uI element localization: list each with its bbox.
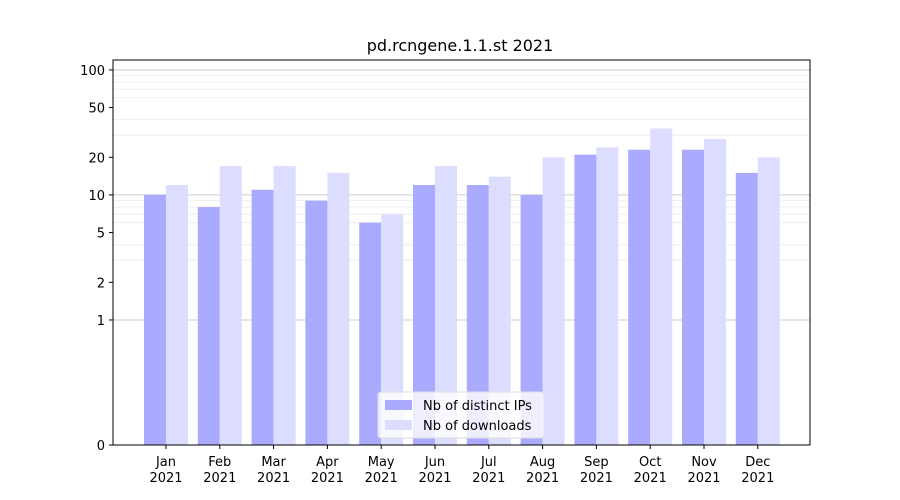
bar-distinct-ips-11 [682,149,704,446]
plot-frame [112,59,811,446]
bar-distinct-ips-10 [628,149,651,446]
legend-swatch [385,420,412,430]
bar-downloads-4 [327,172,350,445]
x-tick-label: May 2021 [365,455,398,486]
bar-downloads-2 [219,166,242,445]
x-tick-label: Jun 2021 [418,455,451,486]
x-tick-label: Oct 2021 [634,455,667,486]
bar-downloads-8 [542,157,565,445]
y-tick-label: 5 [97,227,105,242]
bar-distinct-ips-6 [413,185,435,445]
bar-distinct-ips-8 [520,194,543,445]
bar-downloads-1 [166,185,188,445]
y-tick-label: 20 [88,151,105,166]
x-tick-label: Sep 2021 [580,455,613,486]
x-tick-label: Apr 2021 [311,455,344,486]
legend-box [377,391,545,439]
bar-downloads-11 [704,139,726,445]
bar-downloads-3 [273,166,296,445]
bar-distinct-ips-2 [197,207,220,445]
y-tick-label: 2 [97,276,105,291]
x-tick-label: Feb 2021 [203,455,236,486]
y-tick-label: 0 [97,439,105,454]
chart-title: pd.rcngene.1.1.st 2021 [367,36,554,55]
bar-distinct-ips-4 [305,200,328,445]
y-tick-label: 10 [88,189,105,204]
bar-downloads-6 [435,166,457,445]
x-tick-label: Nov 2021 [687,455,720,486]
axes: 0 1 2 5 10 20 50 100 Jan 2021 Feb 2021 Mar 2021 Apr 202… [80,59,811,486]
x-tick-label: Jan 2021 [149,455,182,486]
bar-distinct-ips-3 [251,189,274,445]
x-tick-label: Jul 2021 [472,455,505,486]
bar-distinct-ips-12 [735,172,758,445]
bar-distinct-ips-9 [574,154,597,446]
bar-downloads-9 [596,147,619,446]
bar-distinct-ips-7 [466,185,489,445]
bar-downloads-7 [488,176,511,445]
bar-downloads-12 [757,157,780,445]
x-tick-label: Dec 2021 [741,455,774,486]
bar-downloads-10 [650,128,673,445]
x-tick-label: Aug 2021 [526,455,559,486]
bar-distinct-ips-1 [144,194,166,445]
bars [144,128,780,446]
legend: Nb of distinct IPs Nb of downloads [377,391,545,439]
legend-label: Nb of distinct IPs [423,399,532,414]
legend-swatch [385,400,412,410]
y-tick-label: 100 [80,64,105,79]
y-tick-label: 50 [88,102,105,117]
y-tick-label: 1 [97,314,105,329]
bar-downloads-5 [381,214,404,445]
bar-distinct-ips-5 [359,222,382,445]
x-tick-label: Mar 2021 [257,455,290,486]
legend-label: Nb of downloads [423,419,532,434]
